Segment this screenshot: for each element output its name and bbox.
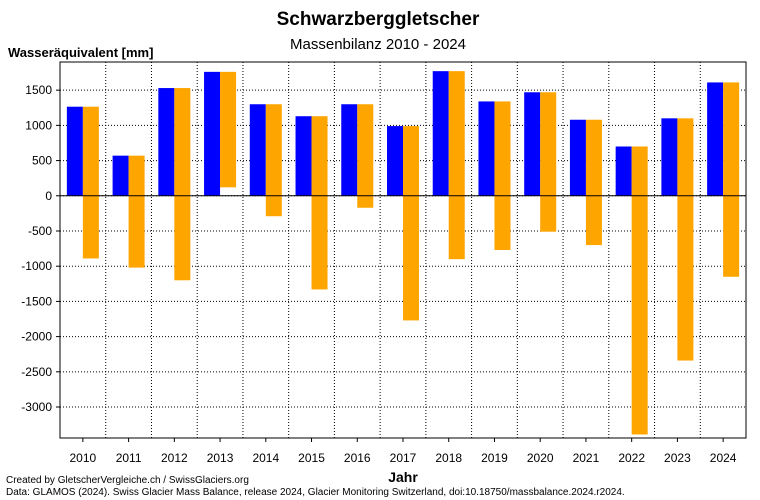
bar-orange — [677, 118, 694, 361]
x-tick-label: 2023 — [664, 451, 691, 465]
x-tick-label: 2015 — [298, 451, 325, 465]
bar-blue — [432, 71, 449, 196]
bar-blue — [569, 119, 586, 196]
bar-orange — [723, 82, 740, 277]
chart-subtitle: Massenbilanz 2010 - 2024 — [290, 36, 466, 53]
y-tick-label: 1000 — [25, 118, 52, 132]
bar-orange — [494, 101, 511, 250]
y-tick-label: -1500 — [21, 294, 52, 308]
x-tick-label: 2013 — [207, 451, 234, 465]
bar-orange — [448, 71, 465, 260]
bar-blue — [341, 104, 358, 196]
y-tick-label: 0 — [45, 189, 52, 203]
bar-blue — [295, 116, 312, 196]
bar-blue — [249, 104, 266, 196]
y-tick-label: 1500 — [25, 83, 52, 97]
y-tick-label: -2500 — [21, 365, 52, 379]
bar-orange — [585, 119, 602, 246]
x-tick-label: 2017 — [390, 451, 417, 465]
bar-orange — [128, 155, 145, 268]
x-tick-label: 2021 — [573, 451, 600, 465]
y-axis-label: Wasseräquivalent [mm] — [8, 45, 153, 60]
bar-orange — [174, 88, 191, 281]
y-tick-label: -3000 — [21, 400, 52, 414]
x-tick-label: 2014 — [252, 451, 279, 465]
bar-orange — [631, 146, 648, 435]
x-tick-label: 2024 — [710, 451, 737, 465]
x-tick-label: 2019 — [481, 451, 508, 465]
bar-blue — [478, 101, 495, 196]
y-tick-label: 500 — [32, 154, 52, 168]
x-tick-label: 2012 — [161, 451, 188, 465]
y-tick-label: -500 — [28, 224, 52, 238]
x-tick-label: 2010 — [70, 451, 97, 465]
x-tick-label: 2011 — [116, 451, 142, 465]
bar-blue — [615, 146, 632, 196]
bar-blue — [661, 118, 678, 196]
bar-blue — [158, 88, 175, 196]
bar-orange — [220, 71, 237, 188]
bar-orange — [357, 104, 374, 208]
bar-orange — [540, 92, 557, 232]
bar-blue — [707, 82, 724, 196]
credit-line-1: Created by GletscherVergleiche.ch / Swis… — [6, 475, 249, 486]
bar-blue — [386, 126, 403, 196]
bars — [66, 71, 740, 435]
plot-border — [59, 61, 747, 439]
x-tick-label: 2016 — [344, 451, 371, 465]
bar-orange — [265, 104, 282, 217]
ticks: 1500 1000 500 0 -500 -1000 -1500 -2000 -2500 -300… — [21, 83, 737, 465]
chart-title: Schwarzberggletscher — [277, 9, 480, 30]
bar-blue — [112, 155, 129, 196]
x-tick-label: 2020 — [527, 451, 554, 465]
bar-orange — [403, 126, 420, 321]
bar-blue — [524, 92, 541, 196]
x-tick-label: 2022 — [618, 451, 645, 465]
bar-blue — [204, 71, 221, 196]
credit-line-2: Data: GLAMOS (2024). Swiss Glacier Mass … — [6, 487, 625, 498]
x-axis-label: Jahr — [388, 469, 418, 485]
y-tick-label: -1000 — [21, 259, 52, 273]
y-tick-label: -2000 — [21, 330, 52, 344]
bar-orange — [311, 116, 328, 290]
bar-blue — [66, 106, 83, 196]
bar-orange — [82, 106, 99, 259]
x-tick-label: 2018 — [435, 451, 462, 465]
